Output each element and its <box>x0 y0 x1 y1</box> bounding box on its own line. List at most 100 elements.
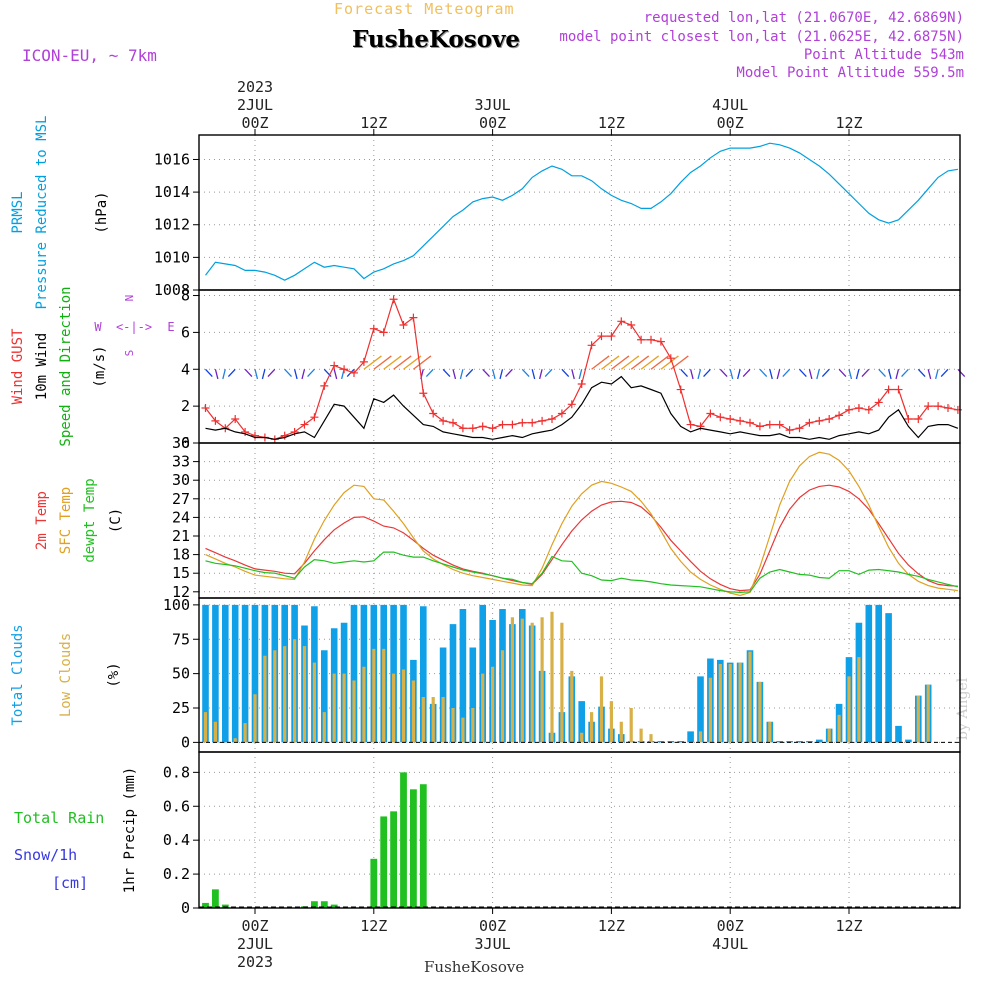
gust-marker <box>845 405 853 414</box>
gust-marker <box>241 427 250 436</box>
wind-direction-arrow <box>689 369 694 380</box>
wind-direction-arrow <box>940 368 949 378</box>
y-tick-label: 1012 <box>154 216 190 234</box>
low-clouds-bar <box>233 738 237 743</box>
low-clouds-bar <box>609 701 613 743</box>
wind-direction-arrow <box>403 355 422 370</box>
wind-direction-arrow <box>620 355 640 370</box>
gust-marker <box>409 313 418 322</box>
gust-marker <box>449 418 457 427</box>
low-clouds-bar <box>352 680 356 743</box>
wind-direction-arrow <box>452 369 457 380</box>
gust-marker <box>696 422 705 431</box>
time-label-top: 00Z <box>241 114 268 132</box>
total-clouds-bar <box>806 741 813 743</box>
gust-marker <box>775 420 784 429</box>
total-clouds-bar <box>449 624 457 743</box>
y-tick-label: 0 <box>181 899 190 917</box>
gust-marker <box>330 361 339 370</box>
wind-direction-arrow <box>284 368 292 378</box>
low-clouds-bar <box>827 728 831 743</box>
total-clouds-bar <box>657 741 665 743</box>
gust-marker <box>854 403 863 412</box>
y-tick-label: 100 <box>163 596 190 614</box>
wind-direction-arrow <box>855 369 860 380</box>
gust-marker <box>864 405 873 414</box>
wind-direction-arrow <box>307 368 315 378</box>
wind-direction-arrow <box>413 355 432 370</box>
gust-marker <box>785 426 794 435</box>
wind-direction-arrow <box>561 368 570 378</box>
compass-east: E <box>167 320 174 334</box>
wind-direction-arrow <box>934 369 939 380</box>
y-axis-label: (C) <box>108 508 124 533</box>
wind-direction-arrow <box>650 355 669 370</box>
gust-marker <box>518 418 527 427</box>
low-clouds-bar <box>273 650 277 743</box>
y-tick-label: 1008 <box>154 281 190 299</box>
wind-direction-arrow <box>544 368 553 378</box>
y-tick-label: 30 <box>172 471 190 489</box>
gust-marker <box>538 416 547 425</box>
wind-direction-arrow <box>499 369 504 380</box>
gust-marker <box>914 415 923 424</box>
panel-frame-pressure <box>198 134 961 291</box>
wind-direction-arrow <box>571 369 575 380</box>
low-clouds-bar <box>708 677 712 743</box>
gust-marker <box>666 354 675 363</box>
y-tick-label: 27 <box>172 490 190 508</box>
low-clouds-bar <box>758 681 762 743</box>
wind-direction-arrow <box>491 369 496 380</box>
total-clouds-bar <box>816 739 823 743</box>
gust-marker <box>528 418 537 427</box>
wind-direction-arrow <box>578 369 583 380</box>
gust-marker <box>439 416 448 425</box>
rain-bar <box>419 784 427 908</box>
wind-direction-arrow <box>373 355 392 370</box>
wind-direction-arrow <box>808 369 813 380</box>
wind-direction-arrow <box>591 355 610 370</box>
wind-direction-arrow <box>660 355 679 370</box>
total-clouds-bar <box>231 604 239 743</box>
gust-marker <box>399 321 408 330</box>
low-clouds-bar <box>500 650 505 743</box>
gust-marker <box>607 332 616 341</box>
wind-direction-arrow <box>957 368 966 378</box>
y-axis-label: dewpt Temp <box>82 478 98 562</box>
wind-direction-arrow <box>333 369 338 380</box>
low-clouds-bar <box>748 651 752 743</box>
gust-marker <box>597 332 606 341</box>
gust-marker <box>300 420 309 429</box>
y-tick-label: 25 <box>172 699 190 717</box>
low-clouds-bar <box>372 648 376 743</box>
gust-marker <box>874 398 883 407</box>
wind-direction-arrow <box>482 368 490 378</box>
point-altitude: Point Altitude 543m <box>803 47 964 63</box>
total-clouds-bar <box>241 604 249 743</box>
gust-marker <box>815 416 824 425</box>
total-clouds-bar <box>796 741 803 743</box>
gust-marker <box>201 403 210 412</box>
total-clouds-bar <box>578 701 585 743</box>
low-clouds-bar <box>619 721 623 743</box>
low-clouds-bar <box>916 695 920 743</box>
wind-direction-arrow <box>887 369 892 380</box>
gust-marker <box>587 341 596 350</box>
low-clouds-bar <box>322 712 326 743</box>
rain-bar <box>380 816 388 908</box>
total-clouds-bar <box>667 741 675 743</box>
gust-marker <box>389 295 398 304</box>
series-line-sfc-temp <box>205 451 958 597</box>
low-clouds-bar <box>728 664 732 743</box>
rain-bar <box>202 902 209 908</box>
total-clouds-bar <box>786 741 793 743</box>
total-clouds-bar <box>895 725 902 743</box>
y-axis-label: (m/s) <box>92 345 108 387</box>
legend-snow-unit: [cm] <box>52 874 88 892</box>
rain-bar <box>390 811 397 908</box>
compass-south: S <box>123 350 136 357</box>
time-label-top: 00Z <box>717 114 744 132</box>
gust-marker <box>548 415 556 424</box>
gust-marker <box>419 389 428 398</box>
